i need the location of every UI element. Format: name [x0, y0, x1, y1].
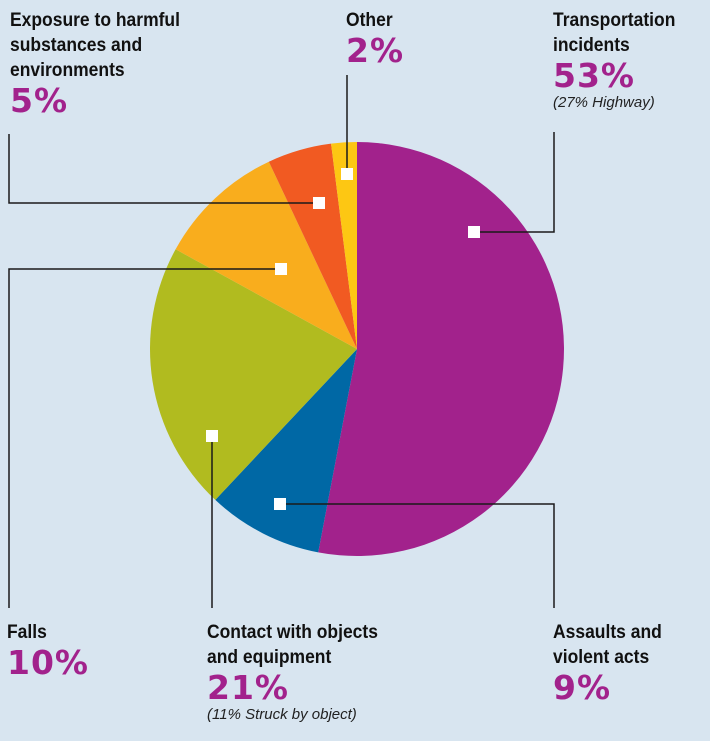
pie-slice-contact [150, 249, 357, 500]
label-falls: Falls 10% [7, 620, 89, 681]
leader-line-transport [474, 132, 555, 233]
slice-percent-exposure: 5% [10, 81, 69, 120]
slice-note-contact: (11% Struck by object) [207, 706, 357, 723]
leader-line-exposure [8, 134, 319, 204]
slice-percent-transport: 53% [553, 56, 635, 95]
slice-marker-contact [206, 430, 218, 442]
slice-name-other: Other [346, 10, 393, 31]
pie-slice-other [331, 142, 357, 349]
slice-name-contact: Contact with objects and equipment [207, 622, 378, 668]
leader-line-assaults [280, 503, 555, 608]
slice-name-transport: Transportation incidents [553, 10, 676, 56]
slice-percent-other: 2% [346, 31, 405, 70]
slice-markers [206, 168, 480, 510]
label-contact: Contact with objects and equipment 21% (… [207, 620, 393, 724]
label-other: Other 2% [346, 8, 404, 69]
slice-marker-exposure [313, 197, 325, 209]
slice-marker-falls [275, 263, 287, 275]
slice-percent-falls: 10% [7, 643, 89, 682]
slice-name-assaults: Assaults and violent acts [553, 622, 662, 668]
slice-percent-assaults: 9% [553, 668, 612, 707]
slice-marker-transport [468, 226, 480, 238]
pie-slice-falls [175, 161, 357, 349]
slice-name-exposure: Exposure to harmful substances and envir… [10, 10, 180, 81]
pie-slices [150, 142, 565, 556]
slice-marker-other [341, 168, 353, 180]
label-exposure: Exposure to harmful substances and envir… [10, 8, 195, 119]
slice-name-falls: Falls [7, 622, 47, 643]
slice-marker-assaults [274, 498, 286, 510]
leader-line-falls [8, 268, 281, 608]
pie-slice-transport [318, 142, 565, 556]
pie-slice-assaults [215, 349, 357, 553]
label-transport: Transportation incidents 53% (27% Highwa… [553, 8, 686, 112]
slice-percent-contact: 21% [207, 668, 289, 707]
slice-note-transport: (27% Highway) [553, 94, 655, 111]
pie-slice-exposure [268, 143, 357, 349]
label-assaults: Assaults and violent acts 9% [553, 620, 671, 706]
leader-lines [8, 75, 555, 608]
